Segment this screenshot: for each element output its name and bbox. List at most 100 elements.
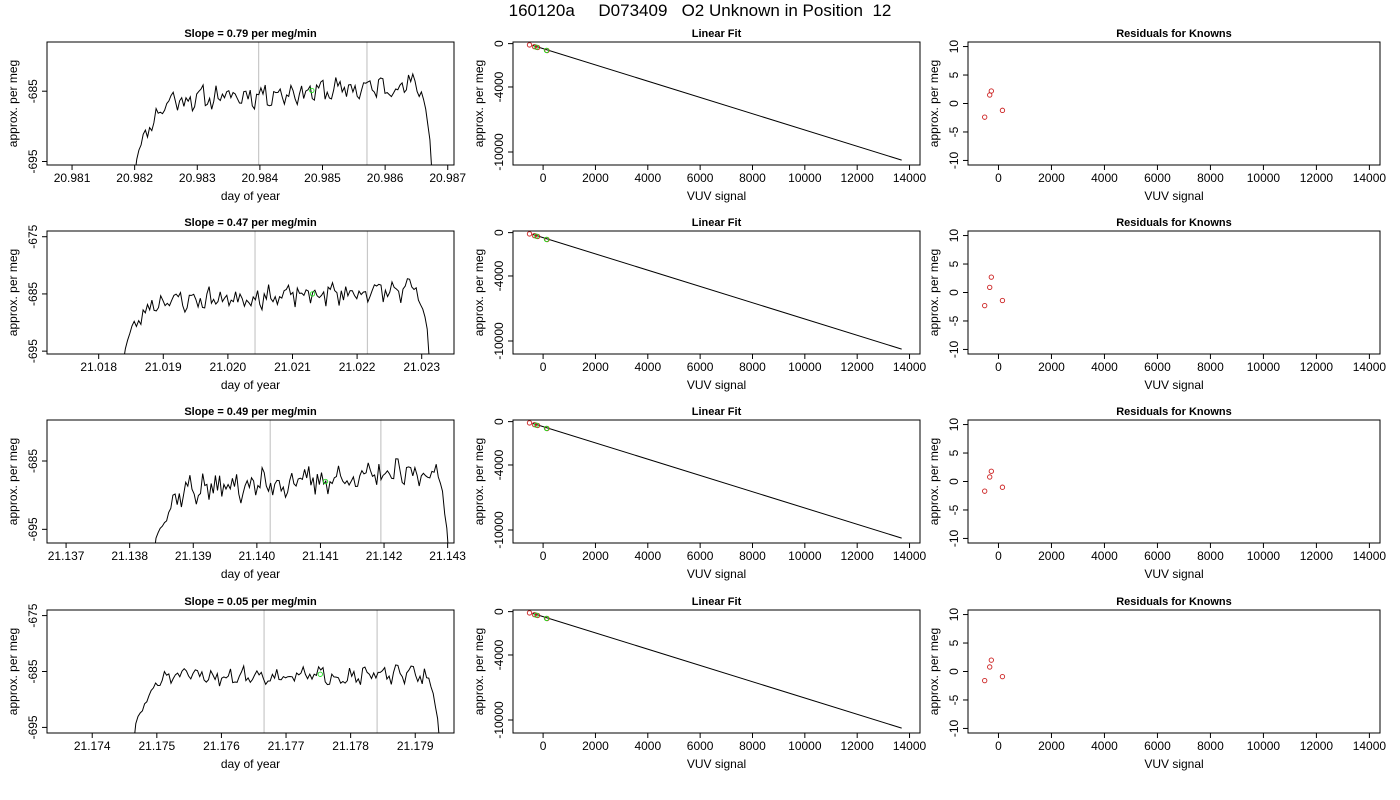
y-tick-label: -685: [26, 449, 40, 473]
panel-data: [135, 42, 432, 165]
x-tick-label: 2000: [1038, 360, 1065, 374]
y-tick-label: -10: [947, 151, 961, 169]
x-tick-label: 14000: [1353, 171, 1387, 185]
y-tick-label: -10000: [492, 511, 506, 549]
known-point: [982, 488, 988, 494]
unknown-point: [533, 612, 539, 618]
x-tick-label: 4000: [634, 739, 661, 753]
figure-title: 160120a D073409 O2 Unknown in Position 1…: [508, 1, 892, 20]
x-tick-label: 10000: [1247, 171, 1281, 185]
y-tick-label: -4000: [492, 71, 506, 102]
panel-data: [124, 231, 430, 354]
panel-r2-c1: Slope = 0.47 per meg/min 21.018 21.019 21.0…: [6, 217, 455, 392]
plot-frame: [967, 609, 1381, 734]
known-point: [526, 610, 533, 616]
fit-line: [532, 612, 902, 729]
plot-frame: [46, 419, 455, 544]
x-tick-label: 2000: [1038, 739, 1065, 753]
panel-r1-c2: Linear Fit 0 2000 4000 6000 8000 10000 12000 140…: [472, 28, 927, 203]
panel-r1-c1: Slope = 0.79 per meg/min 20.981 20.982 20.9…: [6, 28, 466, 203]
unknown-point: [543, 425, 550, 431]
y-tick-label: 0: [492, 40, 506, 47]
y-tick-label: 0: [492, 418, 506, 425]
y-axis-label: approx. per meg: [927, 60, 941, 147]
y-tick-label: 5: [947, 260, 961, 267]
panel-data: [982, 88, 1006, 120]
x-tick-label: 10000: [788, 739, 822, 753]
panel-title: Slope = 0.05 per meg/min: [184, 596, 317, 608]
plot-frame: [46, 609, 455, 734]
data-trace: [154, 458, 449, 543]
x-tick-label: 14000: [893, 360, 927, 374]
x-tick-label: 21.137: [48, 549, 85, 563]
y-axis-label: approx. per meg: [472, 249, 486, 336]
y-axis-label: approx. per meg: [927, 249, 941, 336]
unknown-point: [309, 87, 315, 94]
known-point: [982, 302, 988, 309]
y-axis-label: approx. per meg: [6, 628, 20, 715]
x-tick-label: 21.142: [366, 549, 403, 563]
panel-data: [526, 610, 902, 729]
plot-frame: [967, 230, 1381, 355]
x-tick-label: 12000: [1300, 739, 1334, 753]
y-tick-label: -685: [26, 282, 40, 306]
y-tick-label: 0: [492, 229, 506, 236]
y-tick-label: -10: [947, 719, 961, 737]
y-tick-label: -10: [947, 340, 961, 358]
y-tick-label: 5: [947, 449, 961, 456]
x-tick-label: 12000: [1300, 171, 1334, 185]
panel-data: [982, 657, 1006, 684]
y-tick-label: -695: [26, 715, 40, 739]
x-tick-label: 21.018: [80, 360, 117, 374]
x-tick-label: 8000: [739, 549, 766, 563]
known-point: [982, 114, 988, 120]
x-tick-label: 21.022: [339, 360, 376, 374]
x-tick-label: 0: [540, 360, 547, 374]
y-tick-label: -675: [26, 603, 40, 627]
y-tick-label: -5: [947, 504, 961, 515]
x-tick-label: 20.987: [429, 171, 466, 185]
known-point: [988, 88, 994, 94]
x-axis-label: VUV signal: [1144, 378, 1203, 392]
x-tick-label: 14000: [1353, 739, 1387, 753]
known-point: [999, 673, 1006, 680]
x-tick-label: 2000: [582, 360, 609, 374]
known-point: [987, 284, 993, 291]
x-tick-label: 10000: [788, 360, 822, 374]
x-tick-label: 12000: [840, 171, 874, 185]
x-tick-label: 0: [540, 171, 547, 185]
unknown-point: [543, 236, 550, 242]
x-tick-label: 4000: [1091, 549, 1118, 563]
panel-title: Linear Fit: [692, 596, 742, 608]
x-axis-label: VUV signal: [687, 189, 746, 203]
y-axis-label: approx. per meg: [6, 249, 20, 336]
y-tick-label: 10: [947, 608, 961, 622]
y-axis-label: approx. per meg: [6, 438, 20, 525]
x-tick-label: 21.143: [429, 549, 466, 563]
panel-title: Linear Fit: [692, 28, 742, 40]
unknown-point: [322, 478, 329, 485]
x-tick-label: 21.139: [175, 549, 212, 563]
x-tick-label: 12000: [840, 549, 874, 563]
x-axis-label: day of year: [221, 189, 280, 203]
x-tick-label: 21.178: [332, 739, 369, 753]
x-tick-label: 21.138: [111, 549, 148, 563]
x-axis-label: day of year: [221, 378, 280, 392]
unknown-point: [543, 615, 550, 621]
x-tick-label: 8000: [1197, 549, 1224, 563]
unknown-point: [543, 47, 550, 53]
y-tick-label: -5: [947, 694, 961, 705]
x-tick-label: 21.019: [145, 360, 182, 374]
x-tick-label: 6000: [687, 360, 714, 374]
unknown-point: [533, 44, 539, 50]
y-axis-label: approx. per meg: [472, 438, 486, 525]
x-tick-label: 4000: [1091, 739, 1118, 753]
x-tick-label: 21.174: [74, 739, 111, 753]
x-tick-label: 21.176: [203, 739, 240, 753]
x-tick-label: 8000: [739, 360, 766, 374]
x-tick-label: 8000: [1197, 171, 1224, 185]
x-tick-label: 10000: [788, 549, 822, 563]
x-tick-label: 10000: [788, 171, 822, 185]
